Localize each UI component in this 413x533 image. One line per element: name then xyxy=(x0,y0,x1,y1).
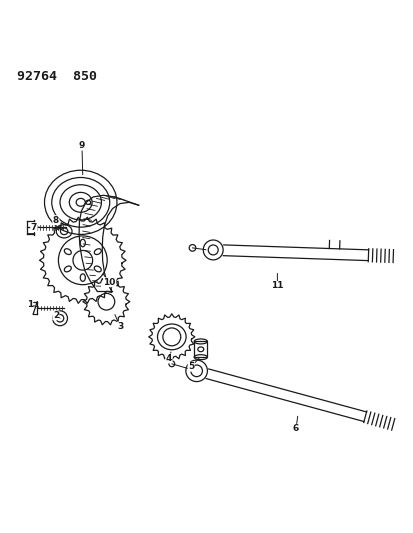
Text: 5: 5 xyxy=(188,362,194,371)
Text: 1: 1 xyxy=(26,300,33,309)
Bar xyxy=(194,342,207,357)
Text: 92764  850: 92764 850 xyxy=(17,70,96,83)
Text: 2: 2 xyxy=(52,311,59,320)
Text: 3: 3 xyxy=(116,322,123,331)
Text: 9: 9 xyxy=(78,141,85,150)
Text: 7: 7 xyxy=(31,223,37,232)
Text: 6: 6 xyxy=(292,424,299,433)
Text: 10: 10 xyxy=(103,278,116,287)
Text: 8: 8 xyxy=(52,216,59,224)
Text: 4: 4 xyxy=(165,354,172,363)
Text: 11: 11 xyxy=(271,281,283,290)
